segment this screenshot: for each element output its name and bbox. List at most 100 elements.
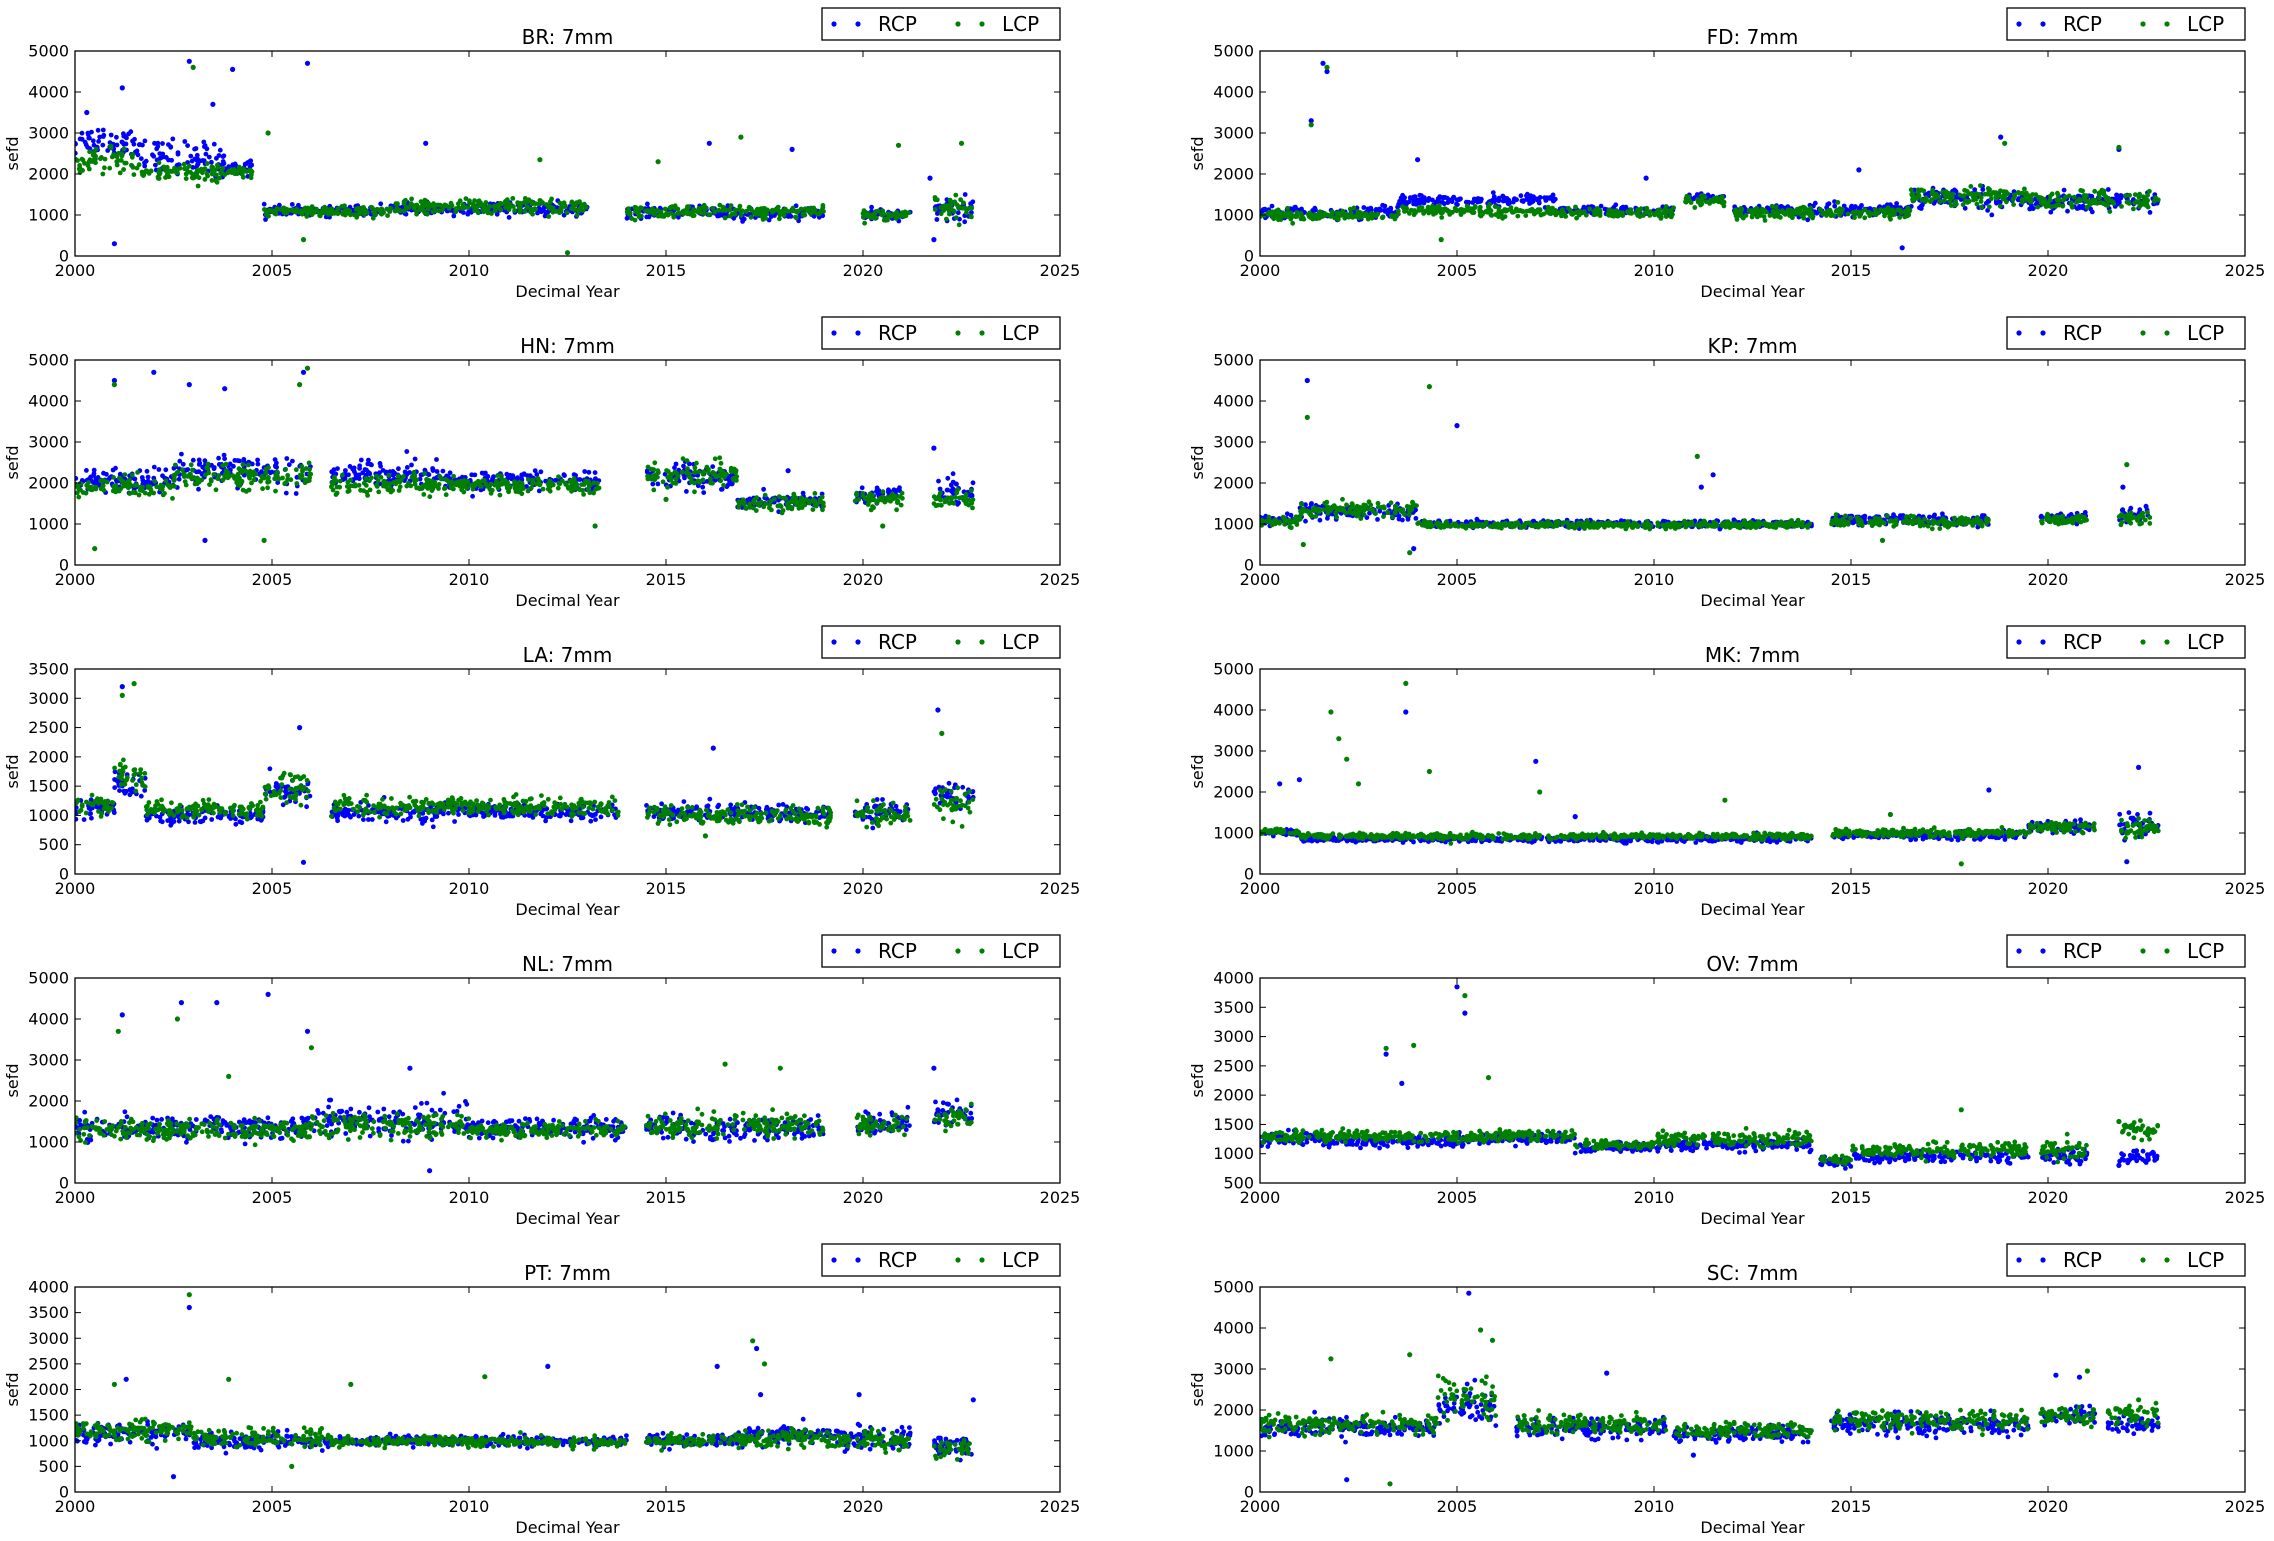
data-point xyxy=(328,207,333,212)
y-tick-label: 0 xyxy=(1244,247,1254,266)
data-point xyxy=(378,464,383,469)
data-point xyxy=(222,474,227,479)
data-point xyxy=(211,472,216,477)
data-point xyxy=(666,469,671,474)
data-point xyxy=(1741,216,1746,221)
y-tick-label: 3000 xyxy=(28,124,69,143)
data-point xyxy=(1979,205,1984,210)
data-point xyxy=(467,201,472,206)
data-point xyxy=(125,479,130,484)
y-tick-label: 1000 xyxy=(28,515,69,534)
data-point xyxy=(533,201,538,206)
data-point xyxy=(652,460,657,465)
data-point xyxy=(1818,207,1823,212)
data-point xyxy=(1496,214,1501,219)
data-point xyxy=(780,511,785,516)
chart-title: BR: 7mm xyxy=(522,25,614,49)
data-point xyxy=(273,457,278,462)
data-point xyxy=(1613,202,1618,207)
outlier-point xyxy=(931,446,936,451)
data-point xyxy=(441,469,446,474)
data-point xyxy=(220,166,225,171)
data-point xyxy=(1496,198,1501,203)
axes-frame xyxy=(1260,51,2245,256)
data-point xyxy=(486,211,491,216)
data-point xyxy=(139,156,144,161)
data-point xyxy=(777,503,782,508)
data-point xyxy=(1597,208,1602,213)
data-point xyxy=(212,466,217,471)
data-point xyxy=(650,482,655,487)
data-point xyxy=(1512,196,1517,201)
data-point xyxy=(2148,210,2153,215)
data-point xyxy=(1919,188,1924,193)
data-point xyxy=(451,487,456,492)
data-point xyxy=(1739,206,1744,211)
data-point xyxy=(86,131,91,136)
data-point xyxy=(2017,191,2022,196)
data-point xyxy=(360,470,365,475)
data-point xyxy=(206,466,211,471)
data-point xyxy=(943,500,948,505)
data-point xyxy=(565,210,570,215)
x-tick-label: 2010 xyxy=(449,570,490,589)
data-point xyxy=(275,206,280,211)
data-point xyxy=(572,207,577,212)
data-point xyxy=(109,144,114,149)
data-point xyxy=(1974,192,1979,197)
data-point xyxy=(411,475,416,480)
data-point xyxy=(255,458,260,463)
data-point xyxy=(1366,207,1371,212)
data-point xyxy=(799,207,804,212)
outlier-point xyxy=(537,157,542,162)
data-point xyxy=(948,198,953,203)
data-point xyxy=(1476,196,1481,201)
data-point xyxy=(518,201,523,206)
data-point xyxy=(98,156,103,161)
data-point xyxy=(1733,208,1738,213)
data-point xyxy=(448,470,453,475)
data-point xyxy=(2072,195,2077,200)
data-point xyxy=(1774,205,1779,210)
data-point xyxy=(472,198,477,203)
data-point xyxy=(1923,199,1928,204)
data-point xyxy=(706,470,711,475)
data-point xyxy=(696,210,701,215)
data-point xyxy=(496,486,501,491)
data-point xyxy=(157,167,162,172)
data-point xyxy=(91,138,96,143)
data-point xyxy=(216,456,221,461)
data-point xyxy=(2097,195,2102,200)
data-point xyxy=(1644,206,1649,211)
data-point xyxy=(1280,213,1285,218)
data-point xyxy=(932,494,937,499)
data-point xyxy=(950,490,955,495)
data-point xyxy=(1383,209,1388,214)
data-point xyxy=(358,488,363,493)
data-point xyxy=(483,471,488,476)
data-point xyxy=(486,206,491,211)
data-point xyxy=(84,491,89,496)
data-point xyxy=(176,150,181,155)
data-point xyxy=(625,216,630,221)
data-point xyxy=(900,491,905,496)
data-point xyxy=(482,478,487,483)
data-point xyxy=(2107,209,2112,214)
data-point xyxy=(386,473,391,478)
data-point xyxy=(1412,212,1417,217)
data-point xyxy=(705,465,710,470)
data-point xyxy=(427,494,432,499)
data-point xyxy=(365,462,370,467)
data-point xyxy=(163,467,168,472)
data-point xyxy=(145,469,150,474)
data-point xyxy=(801,491,806,496)
data-point xyxy=(674,477,679,482)
data-point xyxy=(120,140,125,145)
data-point xyxy=(102,165,107,170)
data-point xyxy=(702,469,707,474)
data-point xyxy=(1994,196,1999,201)
data-point xyxy=(531,478,536,483)
